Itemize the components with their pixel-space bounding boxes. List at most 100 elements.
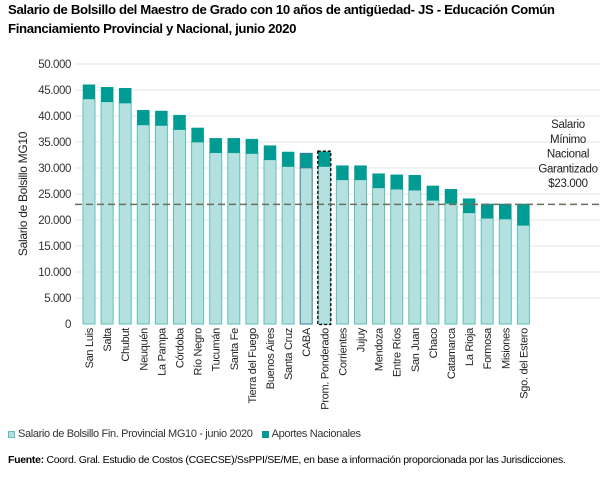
legend-swatch-nacional: [261, 430, 269, 438]
x-tick-label: Buenos Aires: [265, 327, 277, 389]
bar-provincial: [118, 102, 132, 325]
bar-nacional: [318, 151, 331, 167]
bar-nacional: [444, 189, 458, 204]
legend-swatch-provincial: [8, 430, 15, 438]
x-tick-label: Entre Ríos: [392, 327, 404, 377]
annotation-line: Nacional: [547, 149, 589, 161]
annotation-line: Garantizado: [538, 163, 597, 175]
source-text: Coord. Gral. Estudio de Costos (CGECSE)/…: [43, 454, 566, 466]
bar-provincial: [154, 124, 168, 325]
x-tick-label: Prom. Ponderado: [319, 328, 331, 410]
bar-nacional: [82, 84, 96, 100]
y-axis-ticks: 0 5.000 10.000 15.000 20.000 25.000 30.000 35.0…: [38, 59, 71, 331]
bar-nacional: [299, 152, 313, 169]
y-tick-label: 20.000: [38, 215, 71, 227]
x-tick-label: Tierra del Fuego: [247, 328, 259, 404]
bar-nacional: [517, 203, 530, 226]
x-tick-label: Mendoza: [374, 327, 386, 371]
bar-group: [426, 185, 440, 325]
x-tick-label: Santa Cruz: [283, 328, 295, 380]
x-tick-label: Chubut: [120, 328, 132, 362]
bar-nacional: [499, 203, 512, 220]
bar-provincial: [136, 124, 150, 325]
x-tick-label: Tucumán: [211, 328, 223, 372]
y-tick-label: 0: [65, 319, 71, 331]
y-tick-label: 15.000: [38, 241, 71, 253]
bar-provincial: [354, 179, 367, 325]
x-tick-label: Neuquén: [138, 328, 150, 371]
x-tick-label: Chaco: [428, 328, 440, 358]
bar-group: [335, 165, 349, 325]
highlight-box: [317, 150, 332, 326]
bar-nacional: [245, 138, 259, 154]
bar-nacional: [354, 165, 367, 180]
bar-provincial: [335, 179, 349, 325]
y-tick-label: 50.000: [38, 59, 71, 71]
x-tick-label: Corrientes: [337, 327, 349, 376]
x-tick-label: San Luis: [84, 327, 96, 368]
legend: Salario de Bolsillo Fin. Provincial MG10…: [8, 428, 361, 440]
bar-group: [498, 203, 512, 325]
bar-nacional: [336, 165, 349, 180]
x-tick-label: Sgo. del Estero: [518, 328, 530, 399]
bar-nacional: [100, 87, 114, 102]
bar-group: [354, 165, 367, 325]
bar-provincial: [516, 224, 530, 325]
bar-nacional: [281, 151, 295, 167]
bar-provincial: [245, 152, 259, 325]
y-tick-label: 45.000: [38, 85, 71, 97]
y-tick-label: 25.000: [38, 189, 71, 201]
x-tick-label: Catamarca: [446, 327, 458, 379]
bar-provincial: [498, 218, 512, 325]
source-label: Fuente:: [8, 454, 44, 466]
bar-nacional: [118, 88, 132, 104]
chart-title-line-1: Salario de Bolsillo del Maestro de Grado…: [8, 2, 555, 17]
bar-nacional: [191, 127, 204, 143]
bar-group: [390, 174, 404, 325]
x-tick-label: La Pampa: [156, 327, 168, 376]
bar-provincial: [173, 129, 186, 325]
bar-provincial: [408, 189, 422, 325]
bar-group: [118, 88, 132, 325]
bar-nacional: [209, 138, 222, 153]
bar-provincial: [227, 152, 241, 325]
bar-group: [516, 203, 530, 325]
bar-provincial: [372, 187, 386, 325]
bar-provincial: [444, 202, 458, 325]
bar-group: [480, 203, 494, 325]
bar-provincial: [191, 141, 205, 325]
annotation-line: Salario: [551, 119, 585, 131]
bar-group: [462, 198, 476, 325]
y-axis-label: Salario de Bolsillo MG10: [16, 131, 30, 256]
bar-group: [100, 87, 114, 325]
x-tick-label: Jujuy: [356, 327, 368, 352]
bar-provincial: [281, 165, 295, 325]
x-tick-label: Santa Fe: [229, 328, 241, 370]
bars: [82, 84, 530, 326]
bar-group: [408, 175, 422, 325]
reference-line-annotation: Salario Mínimo Nacional Garantizado $23.000: [538, 119, 598, 190]
x-axis-labels: San Luis Salta Chubut Neuquén La Pampa Córdob…: [84, 327, 530, 410]
bar-nacional: [155, 110, 168, 126]
bar-group: [263, 145, 277, 325]
bar-group: [173, 114, 186, 325]
source-footer: Fuente: Coord. Gral. Estudio de Costos (…: [8, 454, 566, 466]
bar-provincial: [209, 152, 223, 325]
annotation-line: $23.000: [548, 178, 587, 190]
bar-nacional: [227, 138, 241, 153]
x-tick-label: Formosa: [482, 327, 494, 369]
bar-group: [82, 84, 96, 325]
bar-group: [154, 110, 168, 325]
y-tick-label: 5.000: [44, 293, 71, 305]
annotation-line: Mínimo: [550, 134, 586, 146]
bar-provincial: [263, 159, 277, 325]
bar-group: [372, 173, 386, 325]
x-tick-label: Río Negro: [193, 328, 205, 376]
bar-group: [191, 127, 205, 325]
bar-group: [136, 110, 150, 325]
bar-group: [245, 138, 259, 325]
stacked-bar-chart: 0 5.000 10.000 15.000 20.000 25.000 30.000 35.0…: [16, 59, 602, 410]
y-tick-label: 30.000: [38, 163, 71, 175]
x-tick-label: San Juan: [410, 328, 422, 372]
bar-provincial: [390, 188, 404, 325]
